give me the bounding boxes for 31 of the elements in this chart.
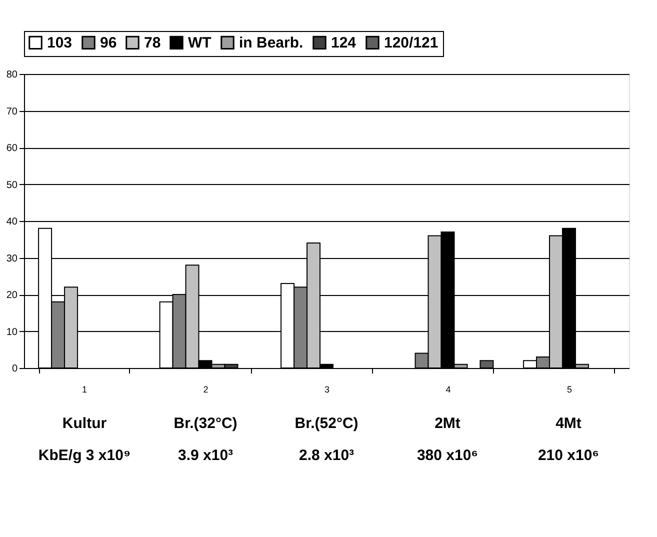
- y-tick-label: 60: [6, 143, 18, 154]
- x-tick-label: 2: [203, 384, 208, 394]
- y-tick-label: 70: [6, 106, 18, 118]
- x-tick-label: 4: [446, 384, 451, 394]
- legend-label: 120/121: [384, 34, 438, 52]
- x-tick-label: 3: [324, 384, 330, 394]
- text: Br.(52°C): [294, 415, 358, 432]
- x-tick-label: 5: [566, 384, 572, 394]
- text: 2Mt: [434, 415, 460, 432]
- text: 3.9 x10³: [178, 447, 234, 464]
- y-tick-label: 30: [6, 253, 18, 264]
- text: 380 x10⁶: [416, 447, 478, 464]
- legend-label: in Bearb.: [239, 34, 304, 52]
- text: 4Mt: [556, 415, 582, 432]
- legend-label: 103: [47, 34, 72, 52]
- legend-label: 124: [331, 34, 357, 52]
- y-tick-label: 40: [6, 216, 18, 228]
- y-tick-label: 20: [6, 290, 18, 301]
- text: Br.(32°C): [174, 415, 238, 432]
- y-tick-label: 80: [6, 70, 18, 80]
- legend-label: WT: [188, 34, 212, 52]
- y-tick-label: 0: [12, 364, 18, 374]
- text: KbE/g 3 x10⁹: [38, 447, 131, 464]
- legend-label: 96: [100, 34, 117, 52]
- legend-label: 78: [144, 34, 161, 52]
- text: 210 x10⁶: [538, 447, 600, 464]
- y-tick-label: 50: [6, 180, 18, 191]
- x-tick-label: 1: [82, 384, 88, 394]
- y-tick-label: 10: [6, 326, 18, 338]
- text: Kultur: [62, 415, 107, 432]
- text: 2.8 x10³: [298, 447, 354, 464]
